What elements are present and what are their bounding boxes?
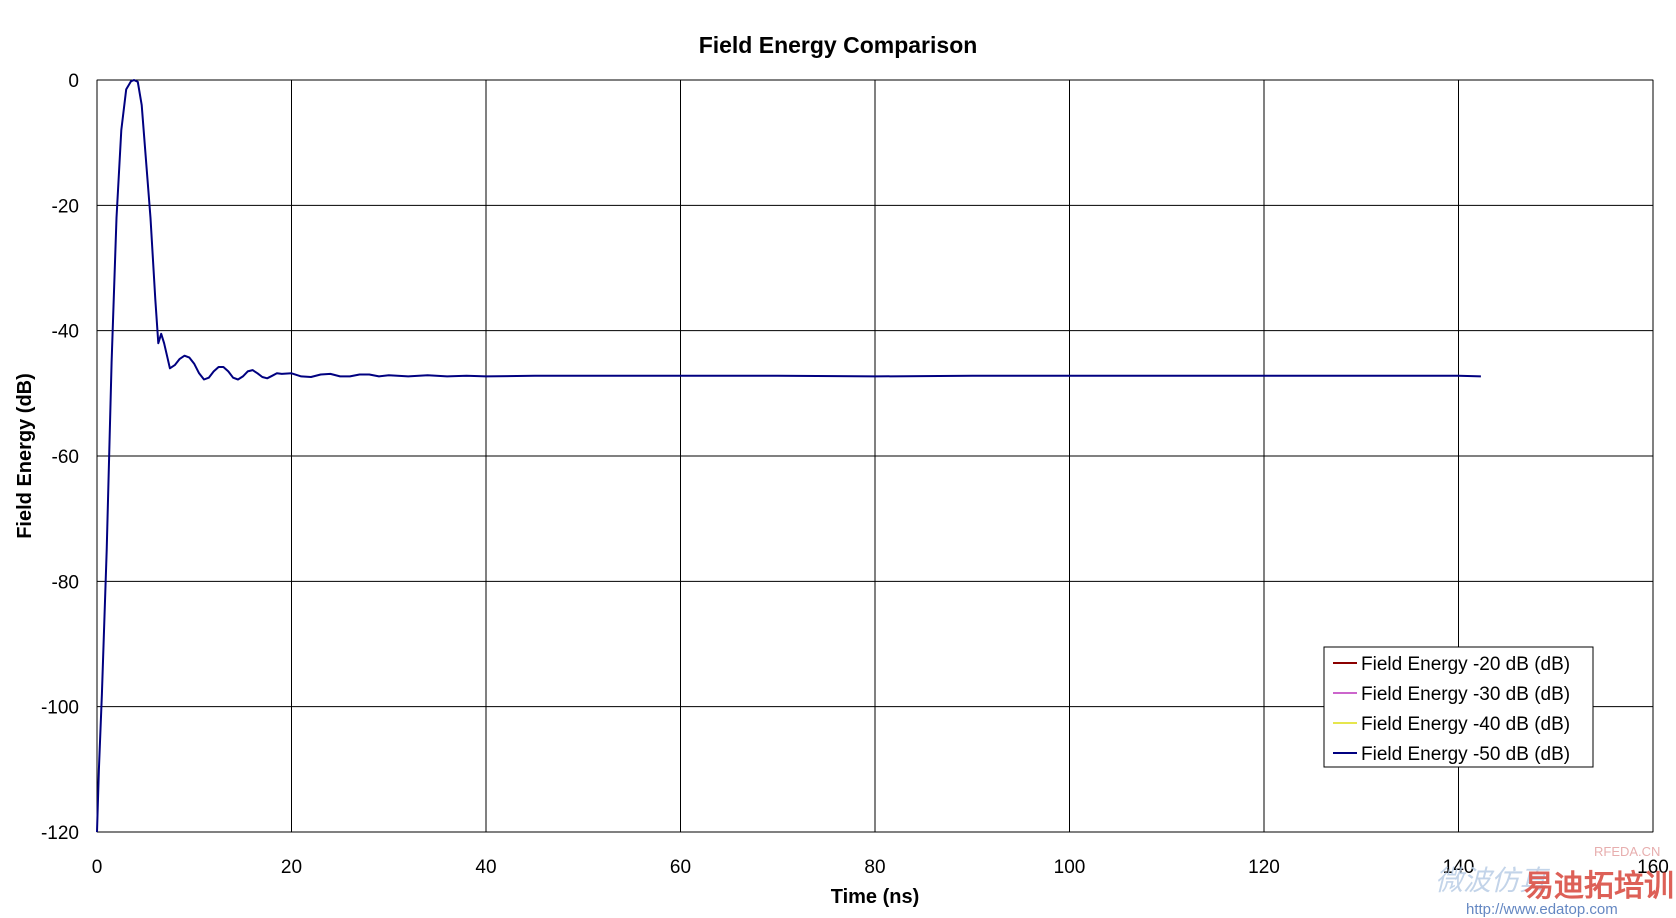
gridlines <box>96 79 1654 833</box>
y-tick-label: -120 <box>41 823 79 844</box>
watermark-tagline: 微波仿真 <box>1435 865 1551 896</box>
y-tick-label: -20 <box>52 196 79 217</box>
y-tick-label: -80 <box>52 572 79 593</box>
legend-items: Field Energy -20 dB (dB) Field Energy -30… <box>1333 654 1570 765</box>
plot-area <box>96 79 1654 833</box>
legend-label: Field Energy -20 dB (dB) <box>1361 654 1570 675</box>
legend: Field Energy -20 dB (dB) Field Energy -30… <box>1323 646 1594 768</box>
y-tick-label: 0 <box>68 71 79 92</box>
series-line <box>96 79 1481 833</box>
x-tick-label: 120 <box>1248 857 1280 878</box>
y-tick-label: -60 <box>52 447 79 468</box>
y-tick-label: -40 <box>52 322 79 343</box>
legend-label: Field Energy -50 dB (dB) <box>1361 744 1570 765</box>
series-lines <box>96 79 1481 833</box>
x-tick-label: 40 <box>475 857 496 878</box>
x-tick-label: 100 <box>1054 857 1086 878</box>
x-tick-label: 160 <box>1637 857 1669 878</box>
x-tick-labels: 0 20 40 60 80 100 120 140 160 <box>92 857 1669 878</box>
chart-title: Field Energy Comparison <box>699 32 978 58</box>
watermark-url: http://www.edatop.com <box>1466 901 1618 918</box>
y-tick-labels: 0 -20 -40 -60 -80 -100 -120 <box>41 71 79 844</box>
y-tick-label: -100 <box>41 698 79 719</box>
legend-label: Field Energy -40 dB (dB) <box>1361 714 1570 735</box>
x-tick-label: 80 <box>864 857 885 878</box>
x-axis-label: Time (ns) <box>831 886 920 908</box>
x-tick-label: 20 <box>281 857 302 878</box>
legend-label: Field Energy -30 dB (dB) <box>1361 684 1570 705</box>
x-tick-label: 0 <box>92 857 103 878</box>
y-axis-label: Field Energy (dB) <box>14 373 36 539</box>
watermark-brand: 易迪拓培训 <box>1524 869 1674 903</box>
watermark-site: RFEDA.CN <box>1594 844 1660 859</box>
watermark: RFEDA.CN 微波仿真 易迪拓培训 http://www.edatop.co… <box>1435 844 1674 918</box>
legend-box <box>1323 646 1594 768</box>
x-tick-label: 140 <box>1443 857 1475 878</box>
x-tick-label: 60 <box>670 857 691 878</box>
